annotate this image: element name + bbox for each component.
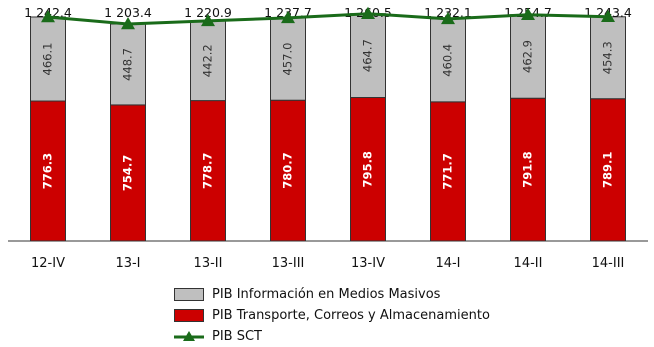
bar-info (110, 23, 146, 106)
legend-swatch-info (174, 288, 204, 301)
data-label-transporte: 754.7 (121, 155, 135, 191)
data-label-info: 454.3 (601, 41, 615, 74)
legend-item-transporte: PIB Transporte, Correos y Almacenamiento (174, 305, 490, 326)
data-label-info: 460.4 (441, 44, 455, 77)
bar-transporte (30, 100, 66, 242)
data-label-transporte: 789.1 (601, 152, 615, 188)
data-label-transporte: 780.7 (281, 152, 295, 188)
bar-info (270, 17, 306, 101)
data-label-info: 442.2 (201, 44, 215, 77)
bar-transporte (190, 100, 226, 242)
bar-info (30, 16, 66, 102)
x-tick-label: 12-IV (31, 256, 65, 271)
bar-transporte (270, 99, 306, 242)
bar-info (190, 20, 226, 102)
data-label-transporte: 778.7 (201, 153, 215, 189)
marker-sct (441, 11, 455, 25)
data-label-info: 466.1 (41, 43, 55, 76)
bar-transporte (350, 97, 386, 242)
marker-sct (281, 10, 295, 24)
marker-sct (41, 9, 55, 23)
bar-transporte (590, 98, 626, 242)
bar-info (590, 16, 626, 100)
legend-label-transporte: PIB Transporte, Correos y Almacenamiento (212, 308, 490, 323)
data-label-info: 462.9 (521, 40, 535, 73)
data-label-transporte: 791.8 (521, 151, 535, 187)
x-tick-label: 14-I (435, 256, 460, 271)
legend-item-sct: PIB SCT (174, 326, 490, 347)
line-sct (47, 12, 609, 26)
data-label-info: 457.0 (281, 43, 295, 76)
x-tick-label: 13-IV (351, 256, 385, 271)
data-label-total: 1 220.9 (184, 5, 232, 20)
data-label-info: 464.7 (361, 39, 375, 72)
x-tick-label: 13-II (194, 256, 223, 271)
marker-sct (361, 6, 375, 19)
data-label-transporte: 795.8 (361, 151, 375, 187)
bar-transporte (110, 104, 146, 242)
x-tick-label: 14-II (514, 256, 543, 271)
legend-swatch-sct (174, 330, 204, 344)
marker-sct (521, 7, 535, 21)
marker-sct (201, 13, 215, 27)
legend: PIB Información en Medios Masivos PIB Tr… (174, 284, 490, 347)
x-tick-label: 14-III (592, 256, 625, 271)
legend-label-info: PIB Información en Medios Masivos (212, 287, 441, 302)
data-label-transporte: 776.3 (41, 153, 55, 189)
x-tick-label: 13-III (272, 256, 305, 271)
bar-info (430, 18, 466, 103)
x-tick-label: 13-I (115, 256, 140, 271)
bar-transporte (430, 101, 466, 242)
data-label-info: 448.7 (121, 48, 135, 81)
marker-sct (601, 9, 615, 23)
legend-swatch-transporte (174, 309, 204, 322)
bar-transporte (510, 97, 546, 242)
data-label-total: 1 203.4 (104, 5, 152, 20)
legend-label-sct: PIB SCT (212, 329, 262, 344)
data-label-transporte: 771.7 (441, 153, 455, 189)
legend-item-info: PIB Información en Medios Masivos (174, 284, 490, 305)
marker-sct (121, 17, 135, 30)
